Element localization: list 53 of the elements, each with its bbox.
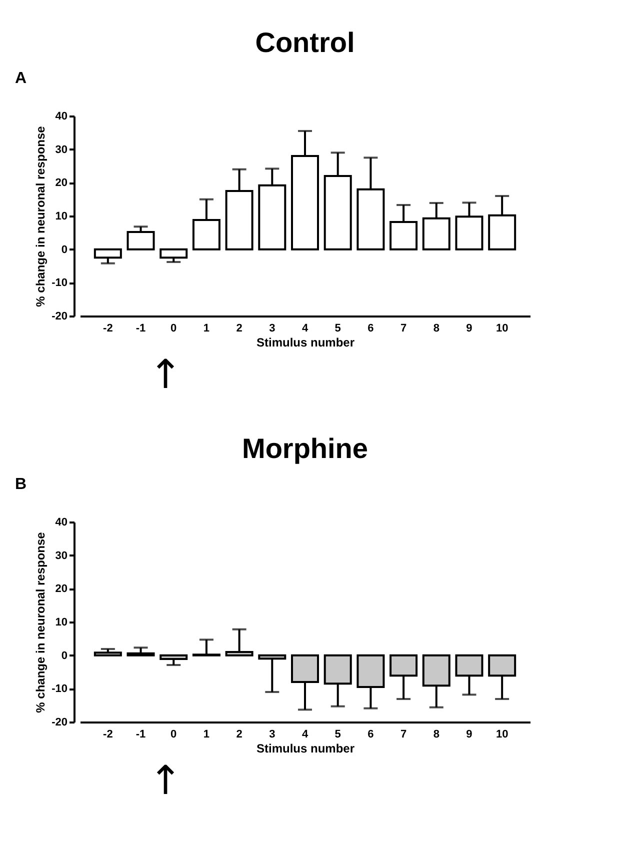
x-tick-label: 7 — [400, 728, 407, 740]
x-tick-label: 7 — [400, 322, 407, 334]
x-tick-label: 1 — [203, 728, 210, 740]
x-tick-label: -2 — [103, 728, 113, 740]
text: ↑ — [148, 758, 182, 804]
y-tick-label: -20 — [52, 310, 68, 322]
x-tick-label: 3 — [269, 728, 276, 740]
x-tick-label: 5 — [334, 322, 341, 334]
x-tick-label: 8 — [433, 322, 440, 334]
x-tick-label: 2 — [236, 322, 242, 334]
y-tick-label: 20 — [55, 583, 68, 596]
y-tick-label: 30 — [55, 144, 68, 156]
x-tick-label: 0 — [170, 728, 177, 740]
y-tick-label: -10 — [52, 683, 68, 696]
x-tick-label: 6 — [368, 322, 374, 334]
y-tick-label: 10 — [55, 616, 68, 628]
x-axis-title: Stimulus number — [256, 742, 355, 756]
y-tick-label: 30 — [55, 550, 68, 562]
x-tick-label: 4 — [302, 322, 309, 334]
x-tick-label: 2 — [236, 728, 242, 740]
x-tick-label: 0 — [170, 322, 177, 334]
y-tick-label: -20 — [52, 716, 68, 728]
x-tick-label: 3 — [269, 322, 276, 334]
x-axis-title: Stimulus number — [256, 336, 355, 350]
chart-title: Morphine — [242, 433, 368, 464]
x-tick-label: 10 — [496, 728, 508, 740]
x-tick-label: -2 — [103, 322, 113, 334]
bar — [94, 248, 122, 259]
y-tick-label: 10 — [55, 210, 68, 222]
chart-title: Control — [255, 27, 355, 58]
y-tick-label: 0 — [61, 244, 68, 256]
y-axis-title: % change in neuronal response — [34, 532, 48, 713]
x-tick-label: -1 — [136, 322, 146, 334]
text: ↑ — [148, 352, 182, 398]
text: B — [15, 476, 27, 493]
x-tick-label: 6 — [368, 728, 374, 740]
text: A — [15, 70, 27, 87]
x-tick-label: 4 — [302, 728, 309, 740]
x-tick-label: 1 — [203, 322, 210, 334]
bar — [160, 248, 188, 259]
x-tick-label: 9 — [466, 322, 472, 334]
bar — [126, 231, 155, 250]
x-tick-label: -1 — [136, 728, 146, 740]
y-tick-label: 40 — [55, 110, 68, 122]
y-tick-label: 0 — [61, 650, 68, 662]
x-tick-label: 8 — [433, 728, 440, 740]
y-tick-label: 20 — [55, 177, 68, 190]
x-tick-label: 5 — [334, 728, 341, 740]
y-axis-title: % change in neuronal response — [34, 126, 48, 307]
y-tick-label: 40 — [55, 516, 68, 528]
y-tick-label: -10 — [52, 277, 68, 290]
x-tick-label: 9 — [466, 728, 472, 740]
x-tick-label: 10 — [496, 322, 508, 334]
